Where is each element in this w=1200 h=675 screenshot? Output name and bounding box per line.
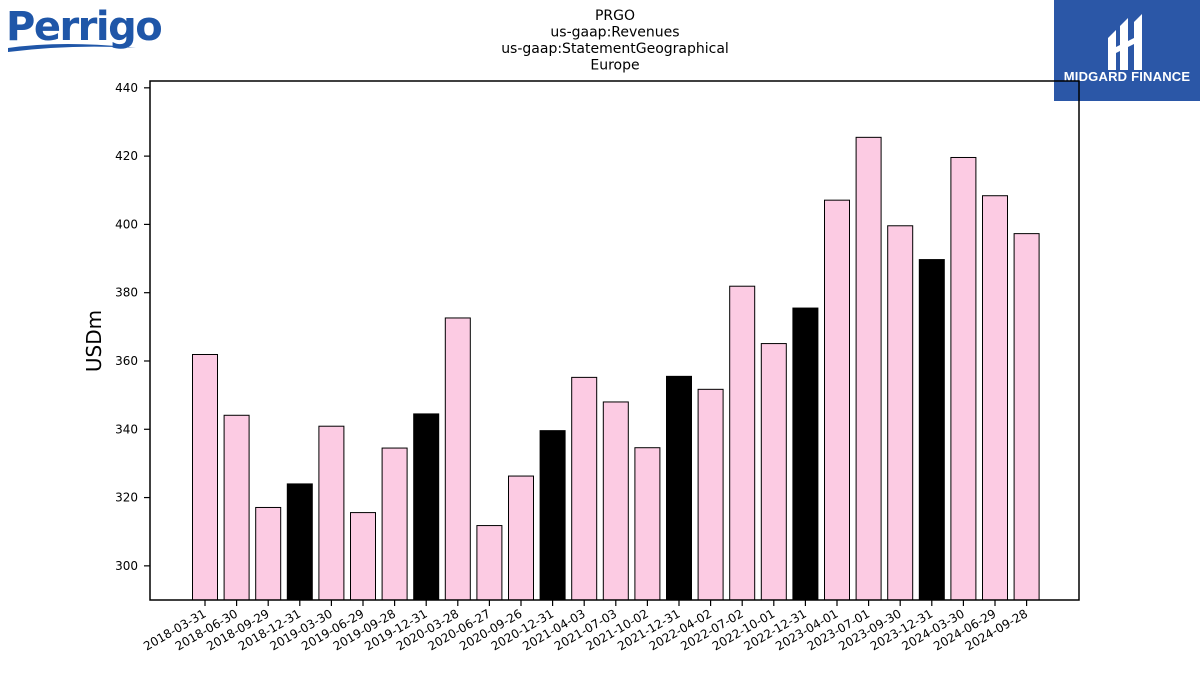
bar <box>350 512 376 601</box>
perrigo-logo-text: Perrigo <box>6 4 163 50</box>
y-tick-label: 340 <box>115 422 138 436</box>
bar <box>697 388 724 601</box>
perrigo-logo: Perrigo <box>4 4 163 56</box>
y-tick-label: 300 <box>115 559 138 573</box>
bar <box>255 506 282 601</box>
bar <box>571 376 598 601</box>
bar <box>824 199 850 601</box>
y-tick-label: 440 <box>115 81 138 95</box>
bar <box>760 343 787 601</box>
perrigo-swoosh-icon <box>8 44 136 52</box>
y-tick-label: 400 <box>115 217 138 231</box>
bar <box>918 259 945 601</box>
chart-title-line: Europe <box>590 58 639 74</box>
bar <box>887 225 914 601</box>
midgard-monogram-icon <box>1108 14 1142 70</box>
bar <box>476 525 503 601</box>
x-axis: 2018-03-312018-06-302018-09-292018-12-31… <box>141 600 1030 653</box>
chart-title-line: us-gaap:Revenues <box>550 25 679 41</box>
bar <box>1013 233 1040 601</box>
bar <box>413 413 440 601</box>
bar <box>192 353 218 601</box>
bar <box>381 447 408 601</box>
bar <box>539 430 566 601</box>
bar <box>444 317 471 601</box>
bar <box>223 414 250 601</box>
bar <box>982 195 1008 601</box>
bar <box>508 475 534 601</box>
bar <box>634 447 661 601</box>
chart-title: PRGOus-gaap:Revenuesus-gaap:StatementGeo… <box>501 8 729 74</box>
y-tick-label: 380 <box>115 286 138 300</box>
midgard-finance-text: MIDGARD FINANCE <box>1063 69 1191 84</box>
y-axis: 300 320 340 360 380 400 420 440 <box>115 81 150 573</box>
bar <box>286 483 313 601</box>
y-tick-label: 360 <box>115 354 138 368</box>
bar <box>318 425 345 601</box>
chart-title-line: PRGO <box>595 8 635 24</box>
bar <box>729 285 756 601</box>
plot-frame <box>149 80 1080 601</box>
bars <box>192 136 1040 601</box>
y-tick-label: 320 <box>115 491 138 505</box>
bar <box>792 307 819 601</box>
y-axis-label: USDm <box>82 310 106 372</box>
chart-title-line: us-gaap:StatementGeographical <box>501 41 729 57</box>
bar <box>950 156 977 601</box>
bar <box>666 375 692 601</box>
bar <box>602 401 629 601</box>
bar <box>855 136 882 601</box>
y-tick-label: 420 <box>115 149 138 163</box>
